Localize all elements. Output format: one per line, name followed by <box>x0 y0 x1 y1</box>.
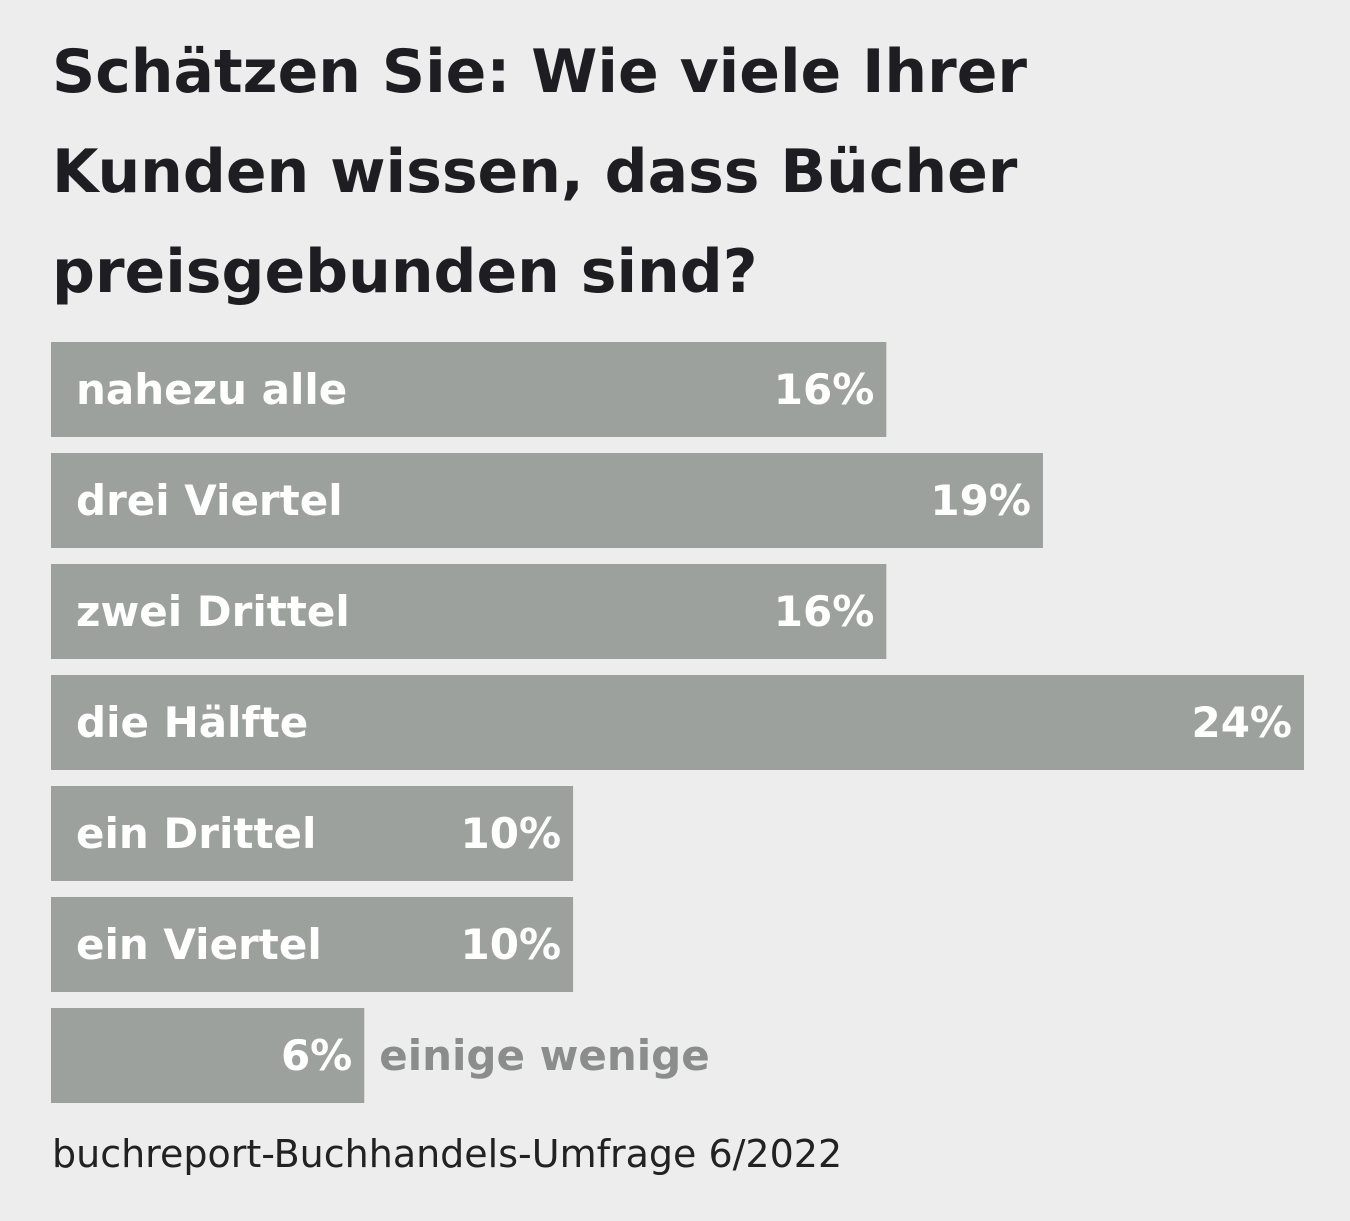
chart-title: Schätzen Sie: Wie viele Ihrer Kunden wis… <box>52 37 1027 307</box>
bar <box>51 453 1043 548</box>
category-label: drei Viertel <box>76 476 343 525</box>
bar <box>51 897 574 992</box>
category-label: die Hälfte <box>76 698 308 747</box>
category-label: ein Viertel <box>76 920 322 969</box>
value-label: 16% <box>774 365 875 414</box>
category-label: ein Drittel <box>76 809 316 858</box>
value-label: 19% <box>930 476 1031 525</box>
bar <box>51 675 1304 770</box>
source-note: buchreport-Buchhandels-Umfrage 6/2022 <box>52 1132 843 1176</box>
bar <box>51 342 887 437</box>
bar <box>51 564 887 659</box>
category-label: zwei Drittel <box>76 587 350 636</box>
bar <box>51 1008 365 1103</box>
value-label: 24% <box>1191 698 1292 747</box>
value-label: 10% <box>461 809 562 858</box>
category-label: einige wenige <box>379 1031 709 1080</box>
bar <box>51 786 574 881</box>
value-label: 16% <box>774 587 875 636</box>
value-label: 6% <box>281 1031 352 1080</box>
value-label: 10% <box>461 920 562 969</box>
category-label: nahezu alle <box>76 365 347 414</box>
